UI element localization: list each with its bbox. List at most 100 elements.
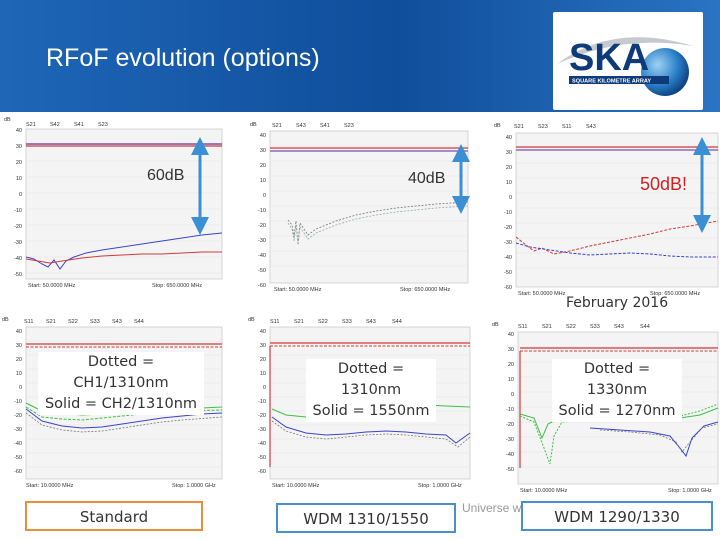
svg-text:30: 30: [16, 144, 22, 150]
note-plot-5-line-2: Solid = 1550nm: [312, 403, 430, 419]
svg-text:S22: S22: [318, 319, 328, 325]
ska-logo: SKA SQUARE KILOMETRE ARRAY: [553, 12, 703, 110]
svg-text:-30: -30: [506, 437, 514, 443]
svg-text:S44: S44: [640, 324, 650, 330]
svg-text:0: 0: [19, 385, 22, 391]
plot-1-unit: dB: [4, 117, 11, 123]
note-plot-6-line-1: Dotted = 1330nm: [583, 361, 651, 398]
plot-4-start: Start: 10.0000 MHz: [26, 483, 74, 489]
svg-text:-10: -10: [258, 208, 266, 214]
svg-text:40: 40: [508, 332, 514, 338]
svg-text:S23: S23: [344, 123, 354, 129]
svg-text:S11: S11: [24, 319, 33, 325]
svg-text:S21: S21: [514, 124, 524, 130]
svg-text:-10: -10: [506, 407, 514, 413]
note-plot-6: Dotted = 1330nm Solid = 1270nm: [552, 359, 682, 422]
plot-3-date: February 2016: [566, 295, 669, 311]
plot-5-start: Start: 10.0000 MHz: [272, 483, 320, 489]
svg-text:10: 10: [508, 377, 514, 383]
plot-1-legend-0: S21: [26, 122, 36, 128]
svg-text:-10: -10: [14, 399, 22, 405]
svg-text:S43: S43: [296, 123, 306, 129]
plot-3-stop: Stop: 650.0000 MHz: [650, 291, 700, 297]
wdm-1310-1550-label: WDM 1310/1550: [276, 503, 456, 533]
svg-text:S22: S22: [566, 324, 576, 330]
svg-text:S41: S41: [320, 123, 330, 129]
svg-text:-10: -10: [504, 210, 512, 216]
svg-text:S33: S33: [90, 319, 100, 325]
note-plot-4: Dotted = CH1/1310nm Solid = CH2/1310nm: [38, 352, 204, 415]
svg-text:-60: -60: [258, 469, 266, 475]
ghost-text: Universe with: [462, 501, 535, 515]
svg-text:S11: S11: [270, 319, 279, 325]
plot-1-legend-2: S41: [74, 122, 84, 128]
svg-text:-20: -20: [14, 224, 22, 230]
svg-text:-40: -40: [258, 253, 266, 259]
svg-text:10: 10: [16, 371, 22, 377]
svg-text:30: 30: [508, 347, 514, 353]
svg-text:-50: -50: [14, 272, 22, 278]
svg-text:0: 0: [263, 385, 266, 391]
svg-text:-40: -40: [14, 256, 22, 262]
logo-text: SKA: [569, 37, 649, 79]
note-plot-4-line-1: Dotted = CH1/1310nm: [73, 354, 169, 391]
svg-text:40: 40: [506, 135, 512, 141]
plot-2-start: Start: 50.0000 MHz: [274, 287, 322, 293]
svg-text:S23: S23: [538, 124, 548, 130]
plot-5-unit: dB: [248, 317, 255, 323]
page-title: RFoF evolution (options): [46, 44, 320, 72]
note-plot-5-line-1: Dotted = 1310nm: [337, 361, 405, 398]
svg-text:S43: S43: [586, 124, 596, 130]
svg-text:S21: S21: [46, 319, 56, 325]
svg-text:S33: S33: [342, 319, 352, 325]
svg-text:-60: -60: [258, 283, 266, 289]
svg-text:10: 10: [506, 180, 512, 186]
plot-1-start: Start: 50.0000 MHz: [28, 283, 76, 289]
svg-text:-40: -40: [504, 255, 512, 261]
plot-2: dB S21 S43 S41 S23 40 30 20 10 0 -10 -20…: [246, 117, 472, 297]
plot-2-unit: dB: [250, 122, 257, 128]
svg-text:-30: -30: [258, 427, 266, 433]
note-plot-6-line-2: Solid = 1270nm: [558, 403, 676, 419]
plot-2-stop: Stop: 650.0000 MHz: [400, 287, 450, 293]
svg-text:40: 40: [16, 128, 22, 134]
note-plot-4-line-2: Solid = CH2/1310nm: [44, 396, 198, 412]
plot-4-stop: Stop: 1.0000 GHz: [172, 483, 216, 489]
svg-text:-30: -30: [14, 427, 22, 433]
svg-text:-40: -40: [14, 441, 22, 447]
svg-text:-10: -10: [14, 208, 22, 214]
svg-text:-30: -30: [258, 238, 266, 244]
plot-6-unit: dB: [492, 322, 499, 328]
svg-text:-20: -20: [14, 413, 22, 419]
svg-text:-60: -60: [14, 469, 22, 475]
svg-text:-20: -20: [506, 422, 514, 428]
plot-3: dB S21 S23 S11 S43 40 30 20 10 0 -10 -20…: [490, 117, 720, 297]
plot-1: dB S21 S42 S41 S23 40 30 20 10 0 -10 -20…: [2, 117, 224, 292]
svg-text:S43: S43: [112, 319, 122, 325]
svg-text:-50: -50: [504, 270, 512, 276]
svg-text:20: 20: [506, 165, 512, 171]
svg-text:-10: -10: [258, 399, 266, 405]
svg-text:40: 40: [260, 329, 266, 335]
svg-text:-50: -50: [14, 455, 22, 461]
plot-6-start: Start: 10.0000 MHz: [520, 488, 568, 494]
header-banner: RFoF evolution (options) SKA SQUARE KILO…: [0, 0, 720, 112]
svg-text:40: 40: [16, 329, 22, 335]
plot-3-start: Start: 50.0000 MHz: [518, 291, 566, 297]
plot-1-legend-3: S23: [98, 122, 108, 128]
svg-text:0: 0: [19, 192, 22, 198]
svg-text:0: 0: [263, 193, 266, 199]
svg-text:S21: S21: [294, 319, 304, 325]
plot-3-gap-label: 50dB!: [640, 174, 688, 194]
svg-text:30: 30: [16, 343, 22, 349]
logo-subtext: SQUARE KILOMETRE ARRAY: [572, 79, 651, 85]
svg-text:-20: -20: [258, 223, 266, 229]
svg-text:0: 0: [511, 392, 514, 398]
svg-text:-50: -50: [258, 455, 266, 461]
svg-text:S44: S44: [392, 319, 402, 325]
svg-text:-30: -30: [14, 240, 22, 246]
svg-text:-40: -40: [506, 452, 514, 458]
plot-1-legend-1: S42: [50, 122, 60, 128]
svg-text:-60: -60: [504, 285, 512, 291]
